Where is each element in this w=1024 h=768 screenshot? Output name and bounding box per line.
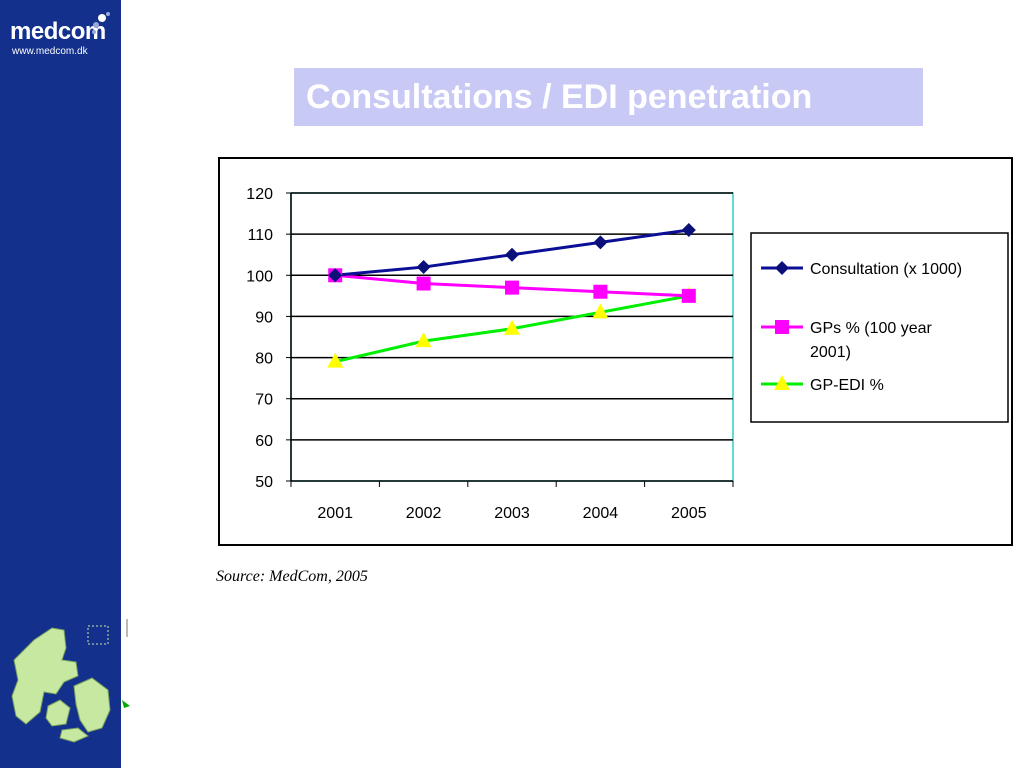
y-tick-label: 80 (255, 351, 273, 368)
legend-label-2: GP-EDI % (810, 377, 884, 394)
data-point-0 (681, 223, 696, 238)
y-tick-label: 70 (255, 392, 273, 409)
sidebar: medcom www.medcom.dk (0, 0, 130, 768)
denmark-map-icon (11, 625, 130, 743)
legend-label-0: Consultation (x 1000) (810, 261, 962, 278)
x-tick-label: 2004 (583, 505, 619, 522)
divider-mark (126, 619, 128, 637)
data-point-0 (416, 260, 431, 275)
data-point-1 (505, 280, 519, 295)
data-point-2 (592, 303, 609, 319)
data-point-1 (416, 276, 431, 291)
legend-marker-2 (774, 375, 790, 390)
y-tick-label: 50 (255, 474, 273, 491)
x-tick-label: 2001 (317, 505, 353, 522)
x-tick-label: 2002 (406, 505, 442, 522)
x-tick-label: 2003 (494, 505, 530, 522)
y-tick-label: 120 (246, 186, 273, 203)
title-banner: Consultations / EDI penetration (294, 68, 923, 126)
x-tick-label: 2005 (671, 505, 707, 522)
legend-marker-0 (775, 261, 789, 275)
logo-wordmark: medcom (10, 18, 106, 45)
y-tick-label: 90 (255, 309, 273, 326)
logo-url: www.medcom.dk (12, 46, 88, 57)
y-tick-label: 60 (255, 433, 273, 450)
data-point-0 (505, 247, 519, 262)
chart-frame: 50 60 70 80 90 100 110 120 2001 2002 2003 2004 2005 C… (218, 157, 1013, 546)
data-point-0 (593, 235, 608, 250)
line-chart: 50 60 70 80 90 100 110 120 2001 2002 2003 2004 2005 C… (246, 186, 1009, 522)
medcom-logo: medcom www.medcom.dk (10, 12, 115, 62)
source-caption: Source: MedCom, 2005 (216, 568, 368, 585)
y-tick-label: 110 (247, 227, 273, 244)
data-point-2 (327, 352, 344, 368)
data-point-2 (415, 332, 432, 348)
page-title: Consultations / EDI penetration (306, 78, 813, 116)
logo-dots-icon (92, 12, 110, 34)
plot-area (290, 192, 734, 482)
legend-label-1: GPs % (100 year 2001) (810, 320, 933, 361)
legend-marker-1 (775, 320, 789, 334)
data-point-1 (593, 284, 608, 299)
y-tick-label: 100 (246, 268, 273, 285)
data-point-1 (681, 288, 696, 303)
data-point-0 (328, 268, 343, 283)
data-point-2 (504, 319, 520, 335)
